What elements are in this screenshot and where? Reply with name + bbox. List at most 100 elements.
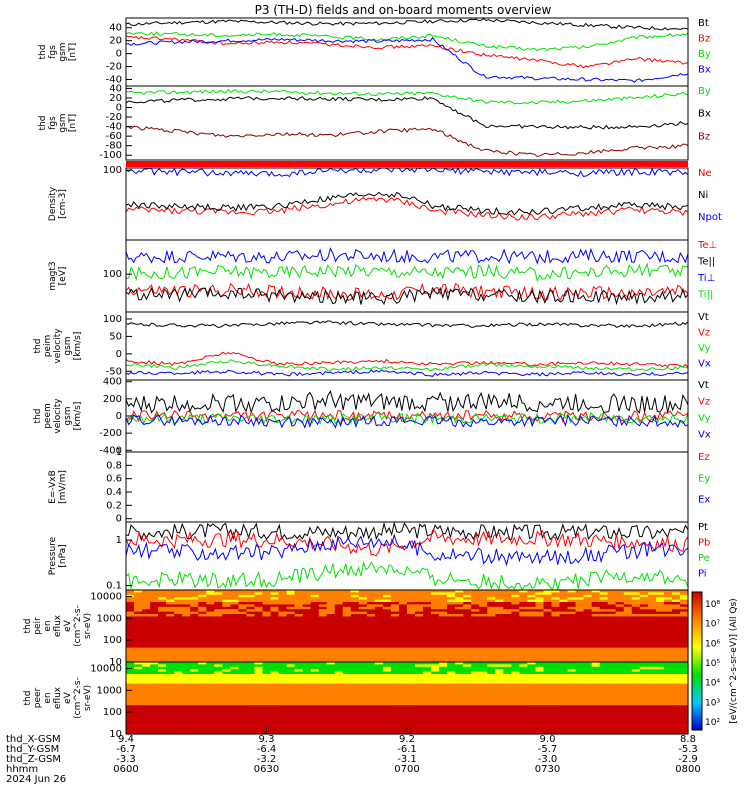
heatmap-cell	[182, 683, 191, 687]
heatmap-cell	[487, 654, 496, 658]
heatmap-cell	[543, 698, 553, 701]
heatmap-cell	[647, 647, 657, 651]
heatmap-cell	[455, 698, 464, 701]
heatmap-cell	[503, 630, 512, 634]
heatmap-cell	[238, 638, 247, 641]
heatmap-cell	[214, 671, 223, 675]
y-axis-label: en	[43, 692, 53, 703]
heatmap-cell	[631, 666, 641, 670]
heatmap-cell	[182, 654, 191, 658]
heatmap-cell	[238, 674, 247, 677]
heatmap-cell	[543, 712, 553, 716]
heatmap-cell	[503, 695, 512, 699]
heatmap-cell	[567, 717, 577, 721]
heatmap-cell	[318, 594, 328, 598]
heatmap-cell	[230, 590, 239, 593]
heatmap-cell	[222, 657, 231, 661]
heatmap-cell	[655, 731, 665, 735]
heatmap-cell	[158, 640, 167, 644]
heatmap-cell	[439, 645, 448, 649]
heatmap-cell	[503, 599, 512, 603]
heatmap-cell	[503, 628, 512, 632]
heatmap-cell	[318, 683, 328, 687]
heatmap-cell	[655, 652, 665, 656]
heatmap-cell	[631, 602, 641, 605]
heatmap-cell	[294, 702, 304, 706]
heatmap-cell	[455, 616, 464, 620]
heatmap-cell	[150, 604, 159, 608]
heatmap-cell	[230, 726, 239, 730]
heatmap-cell	[278, 640, 288, 644]
heatmap-cell	[302, 681, 312, 685]
heatmap-cell	[366, 657, 376, 661]
heatmap-cell	[431, 702, 440, 706]
heatmap-cell	[639, 731, 649, 735]
heatmap-cell	[310, 729, 320, 733]
heatmap-cell	[270, 662, 280, 665]
heatmap-cell	[238, 602, 247, 605]
heatmap-cell	[495, 722, 504, 725]
heatmap-cell	[631, 674, 641, 677]
heatmap-cell	[302, 597, 312, 601]
heatmap-cell	[463, 597, 472, 601]
heatmap-cell	[647, 664, 657, 668]
heatmap-cell	[230, 604, 239, 608]
heatmap-cell	[182, 700, 191, 704]
y-axis-label: eflux	[53, 686, 63, 709]
heatmap-cell	[278, 729, 288, 733]
heatmap-cell	[350, 647, 360, 651]
heatmap-cell	[503, 724, 512, 728]
heatmap-cell	[382, 693, 392, 697]
legend-label: Vx	[698, 430, 711, 441]
heatmap-cell	[607, 726, 617, 730]
heatmap-cell	[238, 717, 247, 721]
heatmap-cell	[198, 702, 207, 706]
heatmap-cell	[302, 700, 312, 704]
heatmap-cell	[519, 657, 528, 661]
heatmap-cell	[238, 642, 247, 646]
heatmap-cell	[591, 647, 601, 651]
heatmap-cell	[607, 633, 617, 637]
heatmap-cell	[230, 614, 239, 617]
heatmap-cell	[511, 626, 520, 629]
heatmap-cell	[230, 688, 239, 692]
heatmap-cell	[166, 676, 175, 680]
heatmap-cell	[655, 662, 665, 665]
heatmap-cell	[334, 604, 344, 608]
heatmap-cell	[663, 638, 673, 641]
heatmap-cell	[294, 597, 304, 601]
heatmap-cell	[455, 657, 464, 661]
heatmap-cell	[126, 590, 135, 593]
heatmap-cell	[655, 722, 665, 725]
heatmap-cell	[615, 688, 625, 692]
heatmap-cell	[142, 621, 151, 625]
heatmap-cell	[487, 623, 496, 627]
heatmap-cell	[366, 614, 376, 617]
heatmap-cell	[198, 729, 207, 733]
heatmap-cell	[680, 705, 689, 709]
heatmap-cell	[230, 686, 239, 689]
heatmap-cell	[535, 705, 545, 709]
heatmap-cell	[254, 717, 264, 721]
heatmap-cell	[174, 666, 183, 670]
heatmap-cell	[126, 722, 135, 725]
heatmap-cell	[575, 654, 585, 658]
heatmap-cell	[591, 681, 601, 685]
heatmap-cell	[607, 719, 617, 723]
heatmap-cell	[575, 645, 585, 649]
heatmap-cell	[214, 635, 223, 639]
heatmap-cell	[286, 642, 296, 646]
heatmap-cell	[535, 628, 545, 632]
heatmap-cell	[543, 676, 553, 680]
heatmap-cell	[455, 702, 464, 706]
heatmap-cell	[399, 604, 408, 608]
heatmap-cell	[583, 717, 593, 721]
heatmap-cell	[158, 662, 167, 665]
heatmap-cell	[399, 621, 408, 625]
heatmap-cell	[559, 705, 569, 709]
heatmap-cell	[487, 597, 496, 601]
heatmap-cell	[366, 731, 376, 735]
heatmap-cell	[326, 609, 336, 613]
heatmap-cell	[399, 731, 408, 735]
heatmap-cell	[680, 710, 689, 713]
